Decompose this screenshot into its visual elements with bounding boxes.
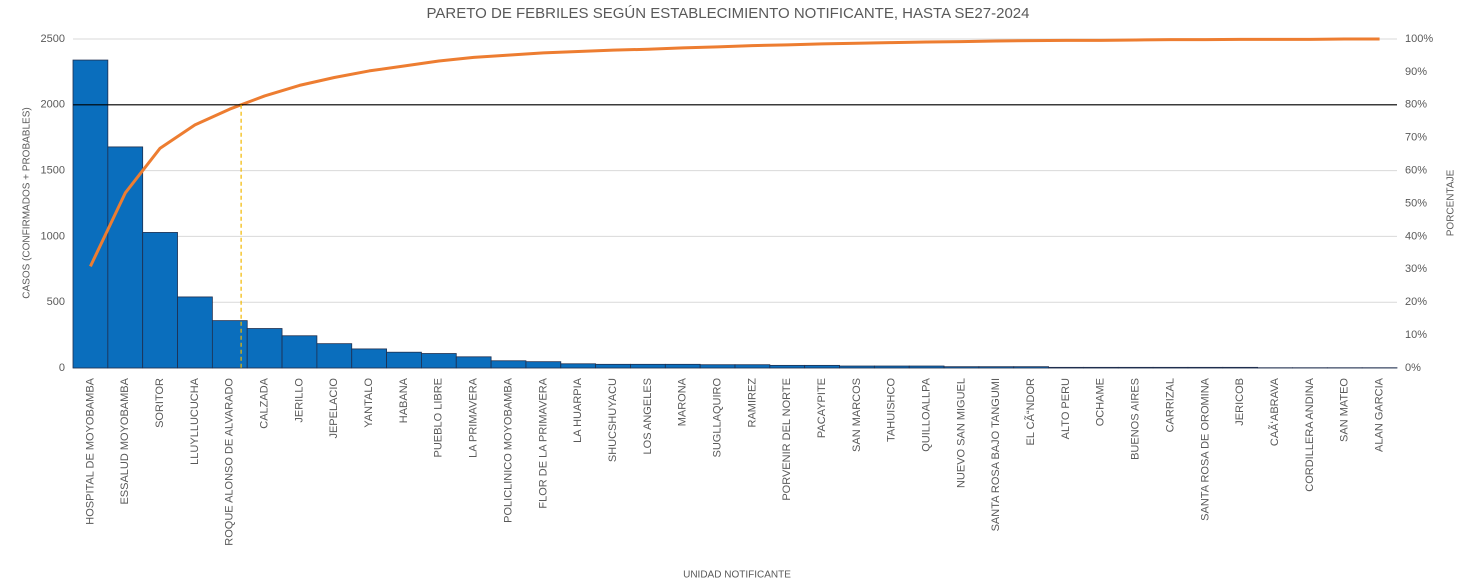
- x-tick-label: FLOR DE LA PRIMAVERA: [537, 377, 549, 508]
- bar: [246, 328, 283, 369]
- bar: [873, 365, 910, 369]
- bar: [490, 360, 527, 369]
- y2-tick-label: 70%: [1405, 132, 1427, 144]
- bar: [560, 363, 597, 369]
- x-tick-label: JERILLO: [293, 378, 305, 423]
- x-tick-label: PACAYPITE: [816, 378, 828, 438]
- y2-tick-label: 20%: [1405, 296, 1427, 308]
- x-tick-label: JEPELACIO: [328, 378, 340, 439]
- x-tick-label: SANTA ROSA DE OROMINA: [1199, 377, 1211, 520]
- bar: [1048, 366, 1084, 369]
- x-tick-label: MARONA: [677, 377, 689, 426]
- x-tick-label: ESSALUD MOYOBAMBA: [119, 377, 131, 504]
- x-tick-label: SHUCSHUYACU: [607, 378, 619, 462]
- bar: [107, 146, 144, 369]
- bar: [455, 356, 492, 369]
- y2-tick-label: 100%: [1405, 33, 1433, 45]
- x-tick-label: OCHAME: [1095, 378, 1107, 426]
- x-tick-label: ROQUE ALONSO DE ALVARADO: [224, 378, 236, 546]
- x-tick-label: HABANA: [398, 377, 410, 423]
- y2-tick-label: 40%: [1405, 230, 1427, 242]
- x-tick-label: LOS ANGELES: [642, 378, 654, 454]
- bar: [769, 364, 806, 369]
- x-tick-label: ALTO PERU: [1060, 378, 1072, 439]
- bar: [72, 59, 109, 369]
- y-tick-label: 2500: [41, 33, 65, 45]
- bar: [734, 364, 771, 369]
- bar: [1152, 366, 1189, 369]
- bar: [978, 366, 1015, 369]
- x-tick-label: SANTA ROSA BAJO TANGUMI: [990, 378, 1002, 531]
- x-tick-label: PORVENIR DEL NORTE: [781, 378, 793, 501]
- y2-tick-label: 60%: [1405, 165, 1427, 177]
- y2-axis-label: PORCENTAJE: [1446, 169, 1457, 236]
- x-tick-label: SAN MATEO: [1339, 378, 1351, 442]
- x-tick-label: CALZADA: [259, 377, 271, 428]
- x-axis-label: UNIDAD NOTIFICANTE: [683, 570, 791, 581]
- bar: [142, 232, 178, 369]
- bar: [1013, 366, 1049, 369]
- y2-tick-label: 50%: [1405, 197, 1427, 209]
- bar: [839, 365, 875, 369]
- y-tick-label: 1500: [41, 165, 65, 177]
- bar: [943, 366, 980, 369]
- x-tick-label: CORDILLERA ANDINA: [1304, 377, 1316, 491]
- cumulative-line: [89, 37, 1380, 267]
- x-tick-label: CARRIZAL: [1164, 378, 1176, 432]
- y2-tick-label: 30%: [1405, 263, 1427, 275]
- x-tick-label: PUEBLO LIBRE: [433, 378, 445, 457]
- y-tick-label: 500: [47, 296, 65, 308]
- bar: [664, 363, 701, 369]
- bar: [630, 363, 666, 369]
- bar: [177, 296, 213, 369]
- x-tick-label: POLICLINICO MOYOBAMBA: [502, 377, 514, 523]
- x-tick-label: EL CÃ“NDOR: [1024, 378, 1037, 445]
- x-tick-label: BUENOS AIRES: [1130, 378, 1142, 460]
- x-tick-label: YANTALO: [363, 378, 375, 428]
- x-tick-label: ALAN GARCIA: [1373, 377, 1385, 452]
- bar: [1117, 366, 1154, 369]
- chart-title: PARETO DE FEBRILES SEGÚN ESTABLECIMIENTO…: [427, 5, 1030, 22]
- y2-tick-label: 10%: [1405, 329, 1427, 341]
- y2-tick-label: 0%: [1405, 362, 1421, 374]
- bar: [804, 364, 840, 369]
- x-tick-label: HOSPITAL DE MOYOBAMBA: [84, 377, 96, 524]
- x-tick-label: LLUYLLUCUCHA: [189, 377, 201, 464]
- bar: [595, 363, 631, 369]
- bar: [351, 348, 387, 369]
- x-tick-label: SORITOR: [154, 378, 166, 428]
- x-tick-label: SAN MARCOS: [851, 378, 863, 452]
- y-axis-label: CASOS (CONFIRMADOS + PROBABLES): [22, 107, 33, 298]
- bar: [281, 335, 318, 369]
- y-tick-label: 0: [59, 362, 65, 374]
- y-tick-label: 1000: [41, 230, 65, 242]
- bar: [1187, 366, 1224, 369]
- x-tick-label: LA PRIMAVERA: [468, 377, 480, 458]
- bar: [908, 365, 945, 369]
- bar: [386, 351, 422, 369]
- bar: [421, 353, 457, 369]
- bar: [525, 361, 562, 369]
- bar: [316, 343, 353, 369]
- y2-tick-label: 90%: [1405, 66, 1427, 78]
- bar: [1222, 366, 1259, 369]
- bar: [699, 364, 736, 369]
- bar: [211, 320, 248, 369]
- x-tick-label: TAHUISHCO: [886, 378, 898, 442]
- x-tick-label: SUGLLAQUIRO: [711, 378, 723, 458]
- x-tick-label: LA HUARPIA: [572, 377, 584, 442]
- x-tick-label: JERICOB: [1234, 378, 1246, 426]
- x-tick-label: NUEVO SAN MIGUEL: [955, 378, 967, 488]
- bar: [1083, 366, 1119, 369]
- x-tick-label: QUILLOALLPA: [921, 377, 933, 451]
- x-tick-label: CAÃ‘ABRAVA: [1268, 377, 1281, 446]
- x-tick-label: RAMIREZ: [746, 378, 758, 428]
- y-tick-label: 2000: [41, 99, 65, 111]
- y2-tick-label: 80%: [1405, 99, 1427, 111]
